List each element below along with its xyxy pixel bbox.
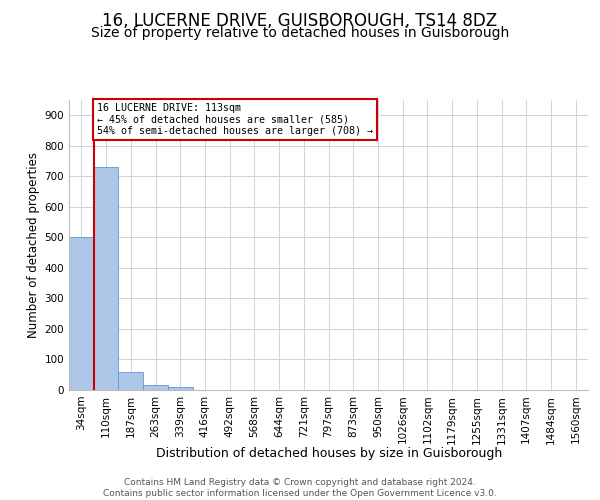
Bar <box>118 372 143 390</box>
Bar <box>143 386 168 390</box>
Bar <box>94 167 118 390</box>
Bar <box>69 238 94 390</box>
Y-axis label: Number of detached properties: Number of detached properties <box>28 152 40 338</box>
Text: 16 LUCERNE DRIVE: 113sqm
← 45% of detached houses are smaller (585)
54% of semi-: 16 LUCERNE DRIVE: 113sqm ← 45% of detach… <box>97 103 373 136</box>
Text: Size of property relative to detached houses in Guisborough: Size of property relative to detached ho… <box>91 26 509 40</box>
Text: Contains HM Land Registry data © Crown copyright and database right 2024.
Contai: Contains HM Land Registry data © Crown c… <box>103 478 497 498</box>
Text: 16, LUCERNE DRIVE, GUISBOROUGH, TS14 8DZ: 16, LUCERNE DRIVE, GUISBOROUGH, TS14 8DZ <box>103 12 497 30</box>
Bar <box>168 388 193 390</box>
Text: Distribution of detached houses by size in Guisborough: Distribution of detached houses by size … <box>155 448 502 460</box>
